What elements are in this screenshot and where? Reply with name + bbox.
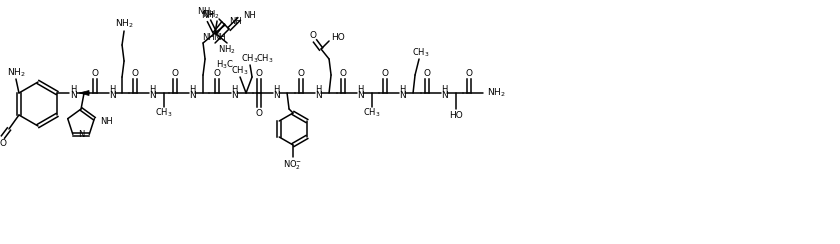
Text: N: N: [273, 91, 280, 100]
Text: H: H: [189, 84, 195, 93]
Text: HO: HO: [449, 111, 463, 120]
Text: CH$_3$: CH$_3$: [412, 47, 430, 59]
Text: N: N: [357, 91, 364, 100]
Text: N: N: [399, 91, 406, 100]
Text: NH$_2$: NH$_2$: [197, 6, 215, 18]
Text: H: H: [149, 84, 155, 93]
Text: H: H: [273, 84, 279, 93]
Text: O: O: [310, 31, 317, 41]
Text: NH: NH: [229, 17, 242, 26]
Text: O: O: [171, 69, 179, 78]
Text: NH: NH: [213, 33, 225, 42]
Text: O: O: [381, 69, 389, 78]
Text: N: N: [315, 91, 322, 100]
Text: NH$_2$: NH$_2$: [115, 18, 134, 30]
Text: O: O: [255, 69, 263, 78]
Text: CH$_3$: CH$_3$: [241, 53, 259, 65]
Text: H: H: [315, 84, 321, 93]
Text: N: N: [78, 130, 84, 139]
Text: NO$_2^{-}$: NO$_2^{-}$: [283, 158, 302, 172]
Text: NH$_2$: NH$_2$: [218, 44, 236, 56]
Polygon shape: [79, 91, 89, 95]
Text: N: N: [231, 91, 238, 100]
Text: O: O: [92, 69, 98, 78]
Text: O: O: [213, 69, 221, 78]
Text: CH$_3$: CH$_3$: [256, 53, 274, 65]
Text: H: H: [441, 84, 447, 93]
Text: O: O: [465, 69, 473, 78]
Text: H: H: [70, 84, 76, 93]
Text: H: H: [357, 84, 363, 93]
Text: HO: HO: [331, 32, 344, 41]
Text: O: O: [255, 109, 263, 118]
Text: O: O: [0, 140, 7, 149]
Text: N: N: [149, 91, 155, 100]
Text: O: O: [423, 69, 431, 78]
Text: NH: NH: [243, 10, 256, 20]
Text: N: N: [70, 91, 76, 100]
Text: CH$_3$: CH$_3$: [155, 107, 173, 119]
Text: N: N: [441, 91, 448, 100]
Text: NH$_2$: NH$_2$: [202, 9, 220, 21]
Text: H: H: [231, 84, 237, 93]
Text: O: O: [339, 69, 347, 78]
Text: NH$_2$: NH$_2$: [7, 67, 25, 79]
Text: NH$_2$: NH$_2$: [487, 87, 506, 99]
Text: CH$_3$: CH$_3$: [231, 65, 249, 77]
Text: H: H: [399, 84, 405, 93]
Text: CH$_3$: CH$_3$: [363, 107, 381, 119]
Text: O: O: [132, 69, 139, 78]
Text: N: N: [189, 91, 196, 100]
Text: N: N: [108, 91, 115, 100]
Text: H: H: [109, 84, 115, 93]
Text: NH: NH: [202, 33, 214, 42]
Text: NH: NH: [100, 117, 113, 126]
Text: NH: NH: [201, 11, 213, 20]
Text: O: O: [297, 69, 305, 78]
Text: H$_3$C: H$_3$C: [216, 59, 234, 71]
